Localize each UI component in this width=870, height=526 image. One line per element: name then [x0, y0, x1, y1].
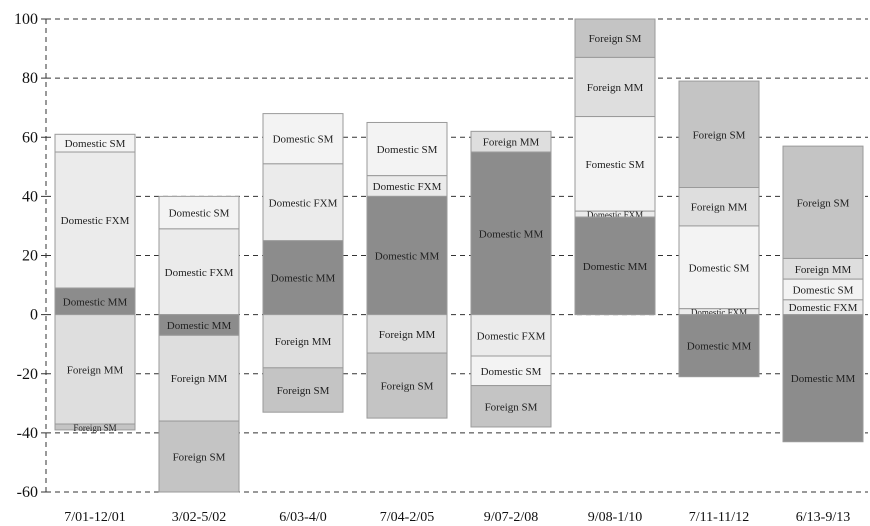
segment-domestic-mm	[678, 314, 760, 378]
y-axis: -60 -40 -20 0 20 40 60 80 100	[14, 11, 47, 501]
x-category-label: 7/04-2/05	[380, 510, 434, 525]
bar-6-13-9-13: Foreign SM Foreign MM Domestic SM Domestic …	[782, 145, 864, 443]
segment-label: Foreign MM	[587, 82, 644, 94]
segment-label: Domestic MM	[271, 273, 336, 285]
segment-label: Foreign SM	[381, 381, 434, 393]
segment-label: Foreign SM	[485, 401, 538, 413]
y-tick-label: 100	[14, 11, 38, 28]
segment-foreign-mm	[54, 314, 136, 425]
segment-label: Foreign SM	[693, 129, 746, 141]
segment-label: Domestic MM	[479, 228, 544, 240]
segment-domestic-mm	[262, 240, 344, 316]
segment-foreign-sm	[54, 423, 136, 431]
segment-domestic-fxm	[470, 314, 552, 357]
segment-domestic-mm	[574, 216, 656, 316]
x-category-label: 7/11-11/12	[689, 510, 749, 525]
y-tick-label: 0	[30, 307, 38, 324]
segment-domestic-fxm	[262, 163, 344, 242]
bar-7-01-12-01: Domestic SM Domestic FXM Domestic MM Foreig…	[54, 133, 136, 433]
segment-label: Domestic SM	[377, 144, 438, 156]
x-category-label: 6/03-4/0	[279, 510, 326, 525]
x-axis-labels: 7/01-12/01 3/02-5/02 6/03-4/0 7/04-2/05 9/07…	[64, 510, 850, 525]
segment-label: Foreign SM	[73, 423, 116, 433]
segment-label: Foreign MM	[483, 137, 540, 149]
segment-label: Domestic FXM	[587, 210, 643, 220]
segment-label: Domestic FXM	[691, 308, 747, 318]
segment-foreign-mm	[262, 314, 344, 369]
segment-label: Domestic MM	[791, 373, 856, 385]
segment-foreign-sm	[262, 367, 344, 413]
segment-domestic-sm	[158, 195, 240, 230]
bar-7-04-2-05: Domestic SM Domestic FXM Domestic MM Foreig…	[366, 121, 448, 419]
segment-label: Domestic SM	[169, 208, 230, 220]
bar-6-03-4-0: Domestic SM Domestic FXM Domestic MM Foreig…	[262, 113, 344, 413]
segment-foreign-mm	[158, 334, 240, 422]
segment-label: Foreign SM	[173, 452, 226, 464]
y-tick-label: -20	[17, 366, 38, 383]
segment-label: Domestic SM	[689, 262, 750, 274]
y-tick-label: 80	[22, 70, 38, 87]
bar-3-02-5-02: Domestic SM Domestic FXM Domestic MM Foreig…	[158, 195, 240, 493]
segment-label: Domestic FXM	[269, 197, 338, 209]
segment-foreign-sm	[366, 352, 448, 419]
segment-foreign-mm	[366, 314, 448, 354]
segment-foreign-sm	[574, 18, 656, 58]
bar-7-11-11-12: Foreign SM Foreign MM Domestic SM Domestic …	[678, 80, 760, 378]
segment-label: Foreign MM	[379, 329, 436, 341]
segment-fomestic-sm	[574, 116, 656, 212]
y-tick-label: -40	[17, 425, 38, 442]
y-tick-label: 60	[22, 129, 38, 146]
segment-label: Foreign MM	[691, 202, 748, 214]
segment-label: Domestic SM	[273, 134, 334, 146]
segment-foreign-sm	[678, 80, 760, 189]
segment-label: Domestic FXM	[373, 181, 442, 193]
bar-9-08-1-10: Foreign SM Foreign MM Fomestic SM Domestic …	[574, 18, 656, 316]
segment-label: Domestic FXM	[789, 302, 858, 314]
segment-domestic-fxm	[54, 151, 136, 289]
segment-domestic-mm	[470, 151, 552, 316]
segment-domestic-mm	[54, 287, 136, 316]
segment-label: Foreign MM	[795, 264, 852, 276]
segment-label: Foreign SM	[589, 33, 642, 45]
segment-label: Domestic FXM	[61, 215, 130, 227]
segment-domestic-fxm	[158, 228, 240, 316]
segment-label: Foreign SM	[277, 385, 330, 397]
segment-label: Foreign MM	[67, 364, 124, 376]
x-category-label: 9/08-1/10	[588, 510, 642, 525]
x-category-label: 7/01-12/01	[64, 510, 125, 525]
x-category-label: 3/02-5/02	[172, 510, 226, 525]
x-category-label: 9/07-2/08	[484, 510, 538, 525]
segment-label: Domestic FXM	[165, 267, 234, 279]
segment-label: Domestic SM	[793, 284, 854, 296]
segment-label: Domestic SM	[481, 366, 542, 378]
segment-label: Domestic SM	[65, 138, 126, 150]
segment-foreign-sm	[470, 385, 552, 428]
segment-domestic-sm	[366, 121, 448, 177]
bar-9-07-2-08: Foreign MM Domestic MM Domestic FXM Domesti…	[470, 130, 552, 428]
y-tick-label: 40	[22, 188, 38, 205]
x-category-label: 6/13-9/13	[796, 510, 850, 525]
segment-label: Foreign SM	[797, 197, 850, 209]
segment-label: Foreign MM	[171, 373, 228, 385]
y-tick-label: 20	[22, 248, 38, 265]
segment-label: Domestic MM	[63, 296, 128, 308]
segment-label: Domestic MM	[583, 261, 648, 273]
segment-label: Domestic MM	[687, 341, 752, 353]
segment-domestic-sm	[262, 113, 344, 165]
segment-label: Foreign MM	[275, 336, 332, 348]
segment-domestic-mm	[366, 195, 448, 316]
segment-label: Domestic FXM	[477, 330, 546, 342]
segment-label: Domestic MM	[375, 251, 440, 263]
segment-domestic-sm	[470, 355, 552, 387]
segment-label: Fomestic SM	[586, 159, 645, 171]
segment-domestic-mm	[782, 314, 864, 443]
segment-foreign-mm	[574, 56, 656, 118]
segment-foreign-sm	[158, 420, 240, 493]
y-tick-label: -60	[17, 484, 38, 501]
segment-label: Domestic MM	[167, 320, 232, 332]
